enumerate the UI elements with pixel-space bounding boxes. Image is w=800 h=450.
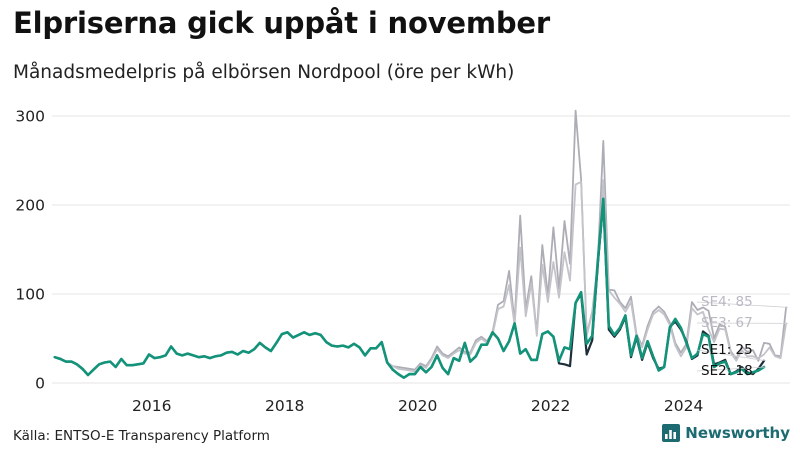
x-tick-label-2018: 2018 xyxy=(265,397,304,415)
gridlines xyxy=(52,115,790,384)
y-tick-label-300: 300 xyxy=(15,108,45,126)
series-line-se1 xyxy=(53,201,766,379)
series-lines xyxy=(53,109,787,380)
series-label-leader-se4 xyxy=(696,301,789,308)
series-label-se2: SE2: 18 xyxy=(701,363,753,379)
series-label-se3: SE3: 67 xyxy=(701,315,753,331)
y-axis-ticks: 0 100 200 300 xyxy=(15,108,45,393)
series-label-se4: SE4: 85 xyxy=(701,294,753,310)
y-tick-label-200: 200 xyxy=(15,197,45,215)
series-label-se1: SE1: 25 xyxy=(701,342,753,358)
x-tick-label-2024: 2024 xyxy=(664,397,703,415)
series-line-se4 xyxy=(53,109,787,376)
series-labels: SE4: 85 SE3: 67 SE1: 25 SE2: 18 xyxy=(696,294,789,379)
series-line-se2 xyxy=(53,197,766,380)
series-label-leader-se1 xyxy=(696,349,767,362)
x-tick-label-2016: 2016 xyxy=(132,397,171,415)
source-note: Källa: ENTSO-E Transparency Platform xyxy=(13,428,270,444)
y-tick-label-100: 100 xyxy=(15,286,45,304)
series-label-leader-se2 xyxy=(696,366,766,372)
x-tick-label-2020: 2020 xyxy=(398,397,437,415)
y-tick-label-0: 0 xyxy=(35,375,45,393)
chart-title: Elpriserna gick uppåt i november xyxy=(13,6,550,40)
brand-logo[interactable]: Newsworthy xyxy=(662,424,790,442)
newsworthy-bar-chart-icon xyxy=(662,424,681,442)
x-tick-label-2022: 2022 xyxy=(531,397,570,415)
brand-name: Newsworthy xyxy=(685,424,790,442)
x-axis-ticks: 2016 2018 2020 2022 2024 xyxy=(132,397,703,415)
chart-subtitle: Månadsmedelpris på elbörsen Nordpool (ör… xyxy=(13,62,515,83)
